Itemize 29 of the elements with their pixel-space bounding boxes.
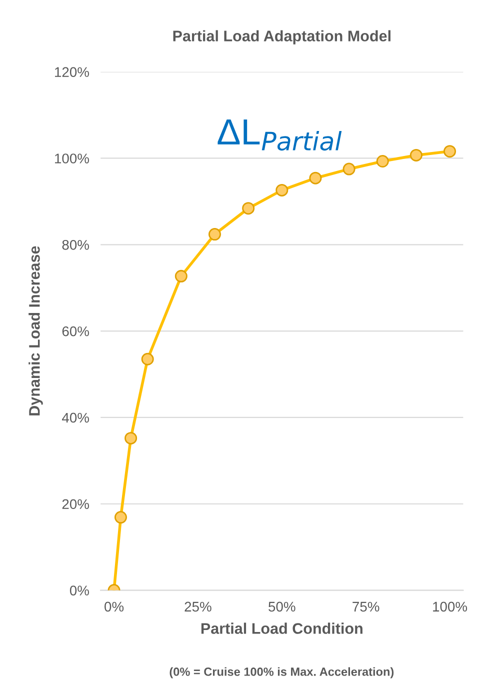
chart-title: Partial Load Adaptation Model xyxy=(173,30,390,44)
x-tick-label: 100% xyxy=(433,602,468,612)
y-tick-label: 20% xyxy=(62,499,89,510)
x-axis-title: Partial Load Condition xyxy=(201,622,362,634)
y-tick-label: 120% xyxy=(55,67,89,77)
y-tick-label: 80% xyxy=(62,240,89,250)
point xyxy=(124,432,138,444)
x-tick-label: 0% xyxy=(104,602,124,612)
y-tick-label: 60% xyxy=(62,326,89,336)
point xyxy=(242,202,255,215)
point xyxy=(376,155,389,168)
point xyxy=(309,172,322,184)
annotation: ΔL$_{Partial}$ xyxy=(218,119,342,151)
point xyxy=(114,511,127,524)
point xyxy=(141,352,154,366)
point xyxy=(208,228,221,241)
point xyxy=(342,162,356,176)
y-tick-label: 40% xyxy=(62,412,89,423)
point xyxy=(276,184,288,196)
point xyxy=(444,145,456,158)
y-tick-label: 0% xyxy=(70,586,89,596)
y-tick-label: 100% xyxy=(55,154,89,164)
x-tick-label: 75% xyxy=(352,602,380,612)
text: (0% = Cruise 100% is Max. Acceleration) xyxy=(170,667,394,678)
point xyxy=(174,270,188,282)
x-tick-label: 50% xyxy=(268,602,296,612)
x-tick-label: 25% xyxy=(184,602,212,612)
y-axis-title: Dynamic Load Increase xyxy=(28,246,43,416)
point xyxy=(410,148,422,162)
